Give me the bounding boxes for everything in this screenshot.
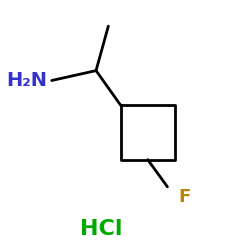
Text: H₂N: H₂N xyxy=(6,71,48,90)
Text: HCl: HCl xyxy=(80,219,122,239)
Text: F: F xyxy=(178,188,191,206)
